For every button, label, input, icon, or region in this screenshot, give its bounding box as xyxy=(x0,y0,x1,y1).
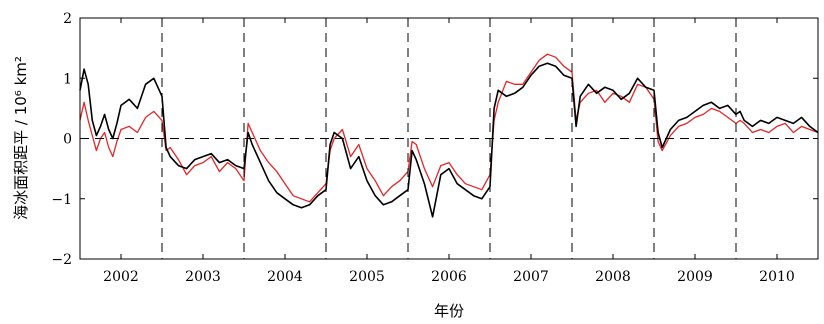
y-tick-label: 1 xyxy=(63,71,72,87)
x-tick-label: 2010 xyxy=(759,269,795,285)
reference-lines-layer xyxy=(80,18,818,259)
x-tick-label: 2009 xyxy=(677,269,713,285)
y-tick-label: −2 xyxy=(51,252,72,268)
y-tick-label: 0 xyxy=(63,132,72,148)
y-axis-title: 海冰面积距平 / 10⁶ km² xyxy=(12,56,30,220)
x-tick-label: 2008 xyxy=(595,269,631,285)
axis-ticks-layer: −2 −1 0 1 2 2002 2003 2004 2005 2006 2007 2008 2009 2… xyxy=(51,11,818,285)
x-tick-label: 2007 xyxy=(513,269,549,285)
y-tick-label: 2 xyxy=(63,11,72,27)
x-axis-title: 年份 xyxy=(434,302,464,320)
x-tick-label: 2003 xyxy=(185,269,221,285)
series-line-2 xyxy=(79,62,819,218)
x-tick-label: 2006 xyxy=(431,269,467,285)
x-tick-label: 2005 xyxy=(349,269,385,285)
x-tick-label: 2002 xyxy=(103,269,139,285)
series-line-1 xyxy=(79,53,819,203)
series-layer xyxy=(79,53,819,218)
x-tick-label: 2004 xyxy=(267,269,303,285)
y-tick-label: −1 xyxy=(51,192,72,208)
